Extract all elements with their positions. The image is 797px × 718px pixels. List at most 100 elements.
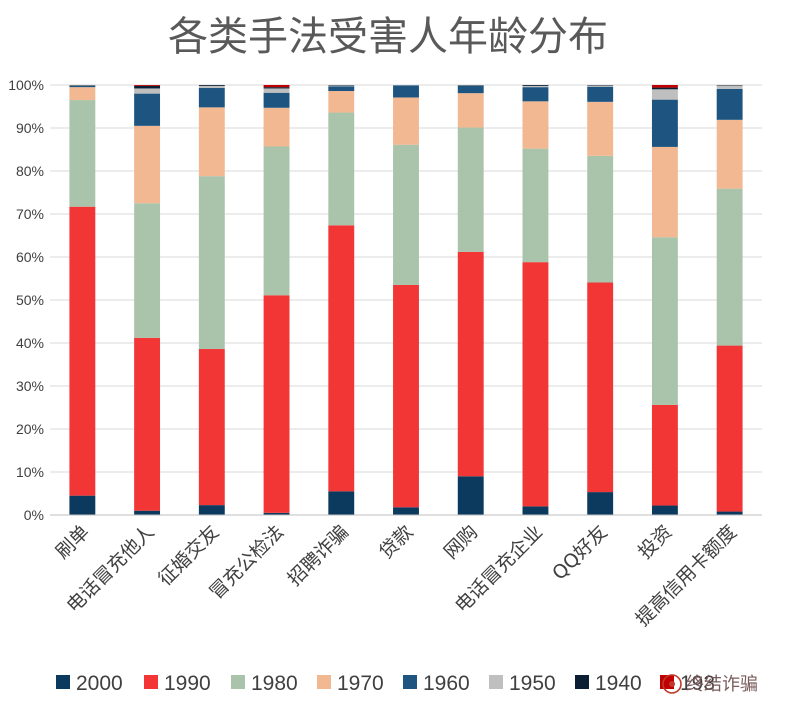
bar-segment-1980 xyxy=(263,146,290,296)
y-tick-label: 0% xyxy=(24,507,44,523)
bar-segment-1980 xyxy=(522,148,549,263)
legend-label: 1960 xyxy=(423,672,470,695)
bar-stack-4 xyxy=(328,85,355,515)
bar-segment-1970 xyxy=(69,87,96,101)
legend-label: 1980 xyxy=(251,672,298,695)
watermark-icon-dot xyxy=(669,681,675,687)
bar-segment-1970 xyxy=(134,125,161,204)
bar-segment-2000 xyxy=(393,507,419,515)
legend-swatch-1960 xyxy=(403,675,417,689)
bar-stack-6 xyxy=(457,85,484,515)
bar-segment-1950 xyxy=(716,85,743,89)
legend-swatch-1970 xyxy=(317,675,331,689)
bar-stack-2 xyxy=(198,85,225,515)
bar-segment-1970 xyxy=(457,93,484,128)
y-tick-label: 80% xyxy=(16,163,44,179)
bar-segment-1940 xyxy=(134,85,161,89)
bar-segment-1940 xyxy=(263,87,290,89)
bar-segment-1990 xyxy=(263,295,290,513)
bar-segment-1950 xyxy=(651,89,678,100)
bar-segment-1980 xyxy=(716,188,743,346)
legend-swatch-1950 xyxy=(489,675,503,689)
bar-segment-1960 xyxy=(587,86,614,102)
bar-segment-1990 xyxy=(134,337,161,511)
bar-segment-1980 xyxy=(198,176,225,350)
watermark-text: 终结诈骗 xyxy=(686,674,758,695)
legend: 2000 1990 1980 1970 1960 1950 1940 193 xyxy=(56,672,715,695)
bar-segment-1960 xyxy=(393,85,419,98)
bar-segment-1970 xyxy=(651,146,678,238)
bar-segment-2000 xyxy=(263,512,290,515)
bar-segment-2000 xyxy=(587,492,614,515)
bar-segment-1960 xyxy=(328,86,355,92)
bar-segment-1980 xyxy=(69,100,96,207)
bar-segment-1970 xyxy=(328,91,355,113)
bar-segment-1970 xyxy=(522,101,549,149)
x-tick-label: 刷单 xyxy=(51,521,93,563)
bar-segment-1990 xyxy=(69,206,96,496)
bar-segment-1990 xyxy=(522,262,549,507)
bar-segment-1980 xyxy=(651,237,678,405)
bar-segment-1980 xyxy=(587,155,614,283)
bar-stack-5 xyxy=(393,85,419,515)
bar-segment-193 xyxy=(263,85,290,88)
bar-stack-7 xyxy=(522,85,549,515)
bar-segment-2000 xyxy=(69,495,96,515)
x-tick-label: 投资 xyxy=(634,521,676,563)
legend-label: 2000 xyxy=(76,672,123,695)
bar-segment-1960 xyxy=(522,87,549,102)
y-tick-label: 100% xyxy=(8,77,44,93)
x-tick-label: 网购 xyxy=(440,521,482,563)
bar-segment-1990 xyxy=(716,345,743,512)
bar-segment-1950 xyxy=(134,88,161,94)
bar-segment-1950 xyxy=(328,85,355,87)
bar-segment-1980 xyxy=(457,127,484,252)
bar-segment-1940 xyxy=(522,85,549,86)
chart-title: 各类手法受害人年龄分布 xyxy=(168,14,608,60)
bar-segment-1960 xyxy=(69,85,96,88)
bar-segment-2000 xyxy=(716,511,743,515)
bar-stack-8 xyxy=(587,85,614,515)
y-tick-label: 60% xyxy=(16,249,44,265)
bar-segment-1940 xyxy=(198,85,225,86)
y-tick-label: 70% xyxy=(16,206,44,222)
bar-segment-1990 xyxy=(587,282,614,493)
bar-stack-10 xyxy=(716,85,743,515)
bar-segment-1990 xyxy=(651,404,678,506)
x-tick-label: 招聘诈骗 xyxy=(284,521,353,590)
bar-segment-1960 xyxy=(651,99,678,147)
bar-segment-1970 xyxy=(587,101,614,156)
bar-segment-1990 xyxy=(198,349,225,506)
bar-segment-2000 xyxy=(522,506,549,515)
bar-segment-1960 xyxy=(198,88,225,108)
bar-segment-1990 xyxy=(393,284,419,508)
legend-swatch-1980 xyxy=(231,675,245,689)
x-tick-label: 贷款 xyxy=(375,521,417,563)
y-tick-label: 30% xyxy=(16,378,44,394)
legend-label: 1940 xyxy=(595,672,642,695)
y-tick-label: 10% xyxy=(16,464,44,480)
bar-segment-1970 xyxy=(393,97,419,145)
watermark: 终结诈骗 xyxy=(662,674,758,695)
legend-swatch-1940 xyxy=(575,675,589,689)
bar-segment-1980 xyxy=(134,203,161,338)
bar-segment-1990 xyxy=(328,225,355,492)
y-axis-ticks: 0% 10% 20% 30% 40% 50% 60% 70% 80% 90% 100% xyxy=(8,77,44,523)
bar-segment-1960 xyxy=(716,88,743,120)
legend-label: 1970 xyxy=(337,672,384,695)
bar-segment-1960 xyxy=(457,85,484,94)
bar-segment-2000 xyxy=(198,505,225,515)
bar-segment-193 xyxy=(134,85,161,86)
bar-segment-1970 xyxy=(198,107,225,177)
legend-swatch-2000 xyxy=(56,675,70,689)
y-tick-label: 50% xyxy=(16,292,44,308)
bar-segment-1950 xyxy=(198,85,225,89)
bar-segment-1970 xyxy=(716,119,743,189)
bar-segment-1950 xyxy=(522,85,549,88)
bar-segment-1980 xyxy=(328,112,355,226)
bar-segment-1960 xyxy=(263,92,290,108)
bar-stack-3 xyxy=(263,85,290,515)
bar-segment-1940 xyxy=(651,87,678,90)
bar-segment-2000 xyxy=(134,510,161,515)
bar-segment-1970 xyxy=(263,107,290,147)
